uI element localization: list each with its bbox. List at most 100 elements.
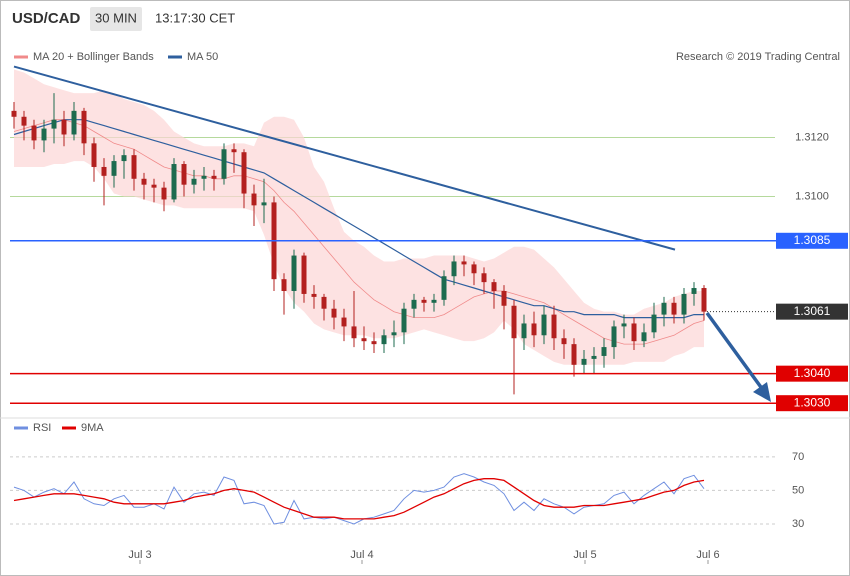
candle-body: [221, 149, 227, 179]
candle-body: [541, 314, 547, 336]
moving-average: [13, 119, 704, 319]
candle-body: [481, 273, 487, 283]
interval-box: [90, 7, 142, 31]
candle-body: [161, 187, 167, 200]
interval: 30 MIN: [95, 10, 137, 25]
candle-body: [621, 323, 627, 327]
candle-body: [421, 299, 427, 303]
y-tick-label: 1.3120: [795, 131, 829, 143]
candle-body: [241, 152, 247, 194]
candle-body: [281, 279, 287, 291]
candle-body: [311, 293, 317, 297]
candle-body: [81, 110, 87, 144]
candle-body: [21, 116, 27, 126]
candle-body: [571, 344, 577, 365]
level-label-box: [776, 365, 848, 382]
rsi-line: [13, 478, 705, 520]
trend-line: [13, 65, 676, 251]
candle-body: [251, 193, 257, 206]
candle-body: [41, 128, 47, 141]
candle-body: [231, 149, 237, 153]
candle-body: [661, 302, 667, 315]
x-tick-label: Jul 5: [573, 549, 596, 561]
level-label-box: [776, 232, 848, 249]
credit: Research © 2019 Trading Central: [676, 51, 840, 63]
candle-body: [631, 323, 637, 342]
candle-body: [51, 119, 57, 129]
candle-body: [521, 323, 527, 339]
forecast-arrow: [705, 311, 765, 392]
candle-body: [441, 276, 447, 300]
y-tick-label: 1.3100: [795, 190, 829, 202]
x-tick-label: Jul 6: [696, 549, 719, 561]
candle-body: [691, 288, 697, 294]
candle-body: [61, 119, 67, 135]
candle-body: [131, 155, 137, 179]
candle-body: [101, 166, 107, 176]
symbol: USD/CAD: [12, 10, 81, 27]
candle-body: [561, 338, 567, 345]
candle-body: [301, 255, 307, 294]
candle-body: [171, 164, 177, 200]
candle-body: [151, 184, 157, 188]
candle-body: [581, 358, 587, 365]
candle-body: [601, 347, 607, 356]
candle-body: [361, 338, 367, 342]
candle-body: [461, 261, 467, 265]
candle-body: [261, 202, 267, 206]
candle-body: [551, 314, 557, 339]
legend-label: MA 20 + Bollinger Bands: [33, 51, 154, 63]
candle-body: [591, 355, 597, 359]
forecast-arrowhead: [753, 382, 771, 402]
moving-average: [13, 119, 705, 345]
candle-body: [611, 326, 617, 348]
candle-body: [11, 110, 17, 117]
candle-body: [531, 323, 537, 336]
candle-body: [71, 110, 77, 135]
candle-body: [191, 178, 197, 185]
rsi-tick-label: 50: [792, 484, 804, 496]
candle-body: [31, 125, 37, 141]
candle-body: [401, 308, 407, 333]
candle-body: [321, 296, 327, 309]
candle-body: [641, 332, 647, 342]
level-label: 1.3085: [794, 233, 831, 247]
candle-body: [331, 308, 337, 318]
candle-body: [511, 305, 517, 339]
legend-label: 9MA: [81, 422, 104, 434]
rsi-line: [13, 473, 705, 525]
rsi-tick-label: 30: [792, 518, 804, 530]
candle-body: [431, 299, 437, 303]
candle-body: [651, 314, 657, 333]
time: 13:17:30 CET: [155, 10, 235, 25]
candle-body: [501, 290, 507, 306]
candle-body: [181, 164, 187, 185]
candle-body: [681, 293, 687, 315]
candle-body: [111, 161, 117, 176]
last-price-label: 1.3061: [794, 304, 831, 318]
candle-body: [671, 302, 677, 315]
candle-body: [351, 326, 357, 339]
candle-body: [381, 335, 387, 345]
candle-body: [451, 261, 457, 277]
rsi-tick-label: 70: [792, 451, 804, 463]
last-price-box: [776, 303, 848, 320]
candle-body: [491, 282, 497, 291]
candle-body: [141, 178, 147, 185]
x-tick-label: Jul 4: [350, 549, 373, 561]
candle-body: [121, 155, 127, 162]
candle-body: [701, 288, 707, 312]
legend-label: RSI: [33, 422, 51, 434]
plot-layer: 1.3120 1.3100 Jul 3 Jul 4 Jul 5 Jul 6 MA 20 + …: [10, 51, 848, 564]
legend-label: MA 50: [187, 51, 218, 63]
candle-body: [91, 143, 97, 167]
candle-body: [211, 175, 217, 179]
level-label-box: [776, 395, 848, 412]
level-label: 1.3040: [794, 366, 831, 380]
candle-body: [201, 175, 207, 179]
candle-body: [371, 341, 377, 345]
candle-body: [471, 264, 477, 274]
level-label: 1.3030: [794, 395, 831, 409]
